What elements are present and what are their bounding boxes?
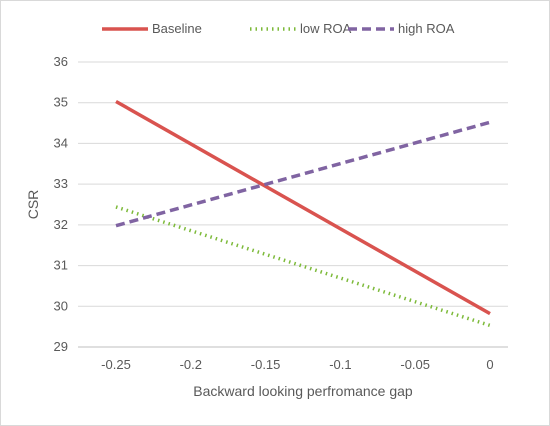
x-tick-label: -0.1 <box>329 357 351 372</box>
x-tick-label: -0.15 <box>251 357 281 372</box>
x-tick-label: -0.25 <box>101 357 131 372</box>
series-line-baseline <box>115 99 491 316</box>
y-axis-title: CSR <box>25 190 41 220</box>
x-tick-labels: -0.25 -0.2 -0.15 -0.1 -0.05 0 <box>101 357 493 372</box>
gridlines <box>78 61 508 348</box>
x-tick-label: 0 <box>486 357 493 372</box>
y-tick-label: 29 <box>54 339 68 354</box>
x-tick-label: -0.05 <box>400 357 430 372</box>
y-tick-label: 30 <box>54 298 68 313</box>
series-line-high-roa <box>115 120 491 228</box>
legend-label: Baseline <box>152 21 202 36</box>
y-tick-label: 36 <box>54 54 68 69</box>
x-axis-title: Backward looking perfromance gap <box>193 383 413 399</box>
legend-label: high ROA <box>398 21 455 36</box>
legend-label: low ROA <box>300 21 352 36</box>
y-tick-labels: 29 30 31 32 33 34 35 36 <box>54 54 68 354</box>
series-lines <box>115 99 491 328</box>
y-tick-label: 31 <box>54 258 68 273</box>
y-tick-label: 35 <box>54 95 68 110</box>
y-tick-label: 34 <box>54 135 68 150</box>
x-tick-label: -0.2 <box>180 357 202 372</box>
y-tick-label: 33 <box>54 176 68 191</box>
y-tick-label: 32 <box>54 217 68 232</box>
legend: Baseline low ROA high ROA <box>102 21 455 36</box>
